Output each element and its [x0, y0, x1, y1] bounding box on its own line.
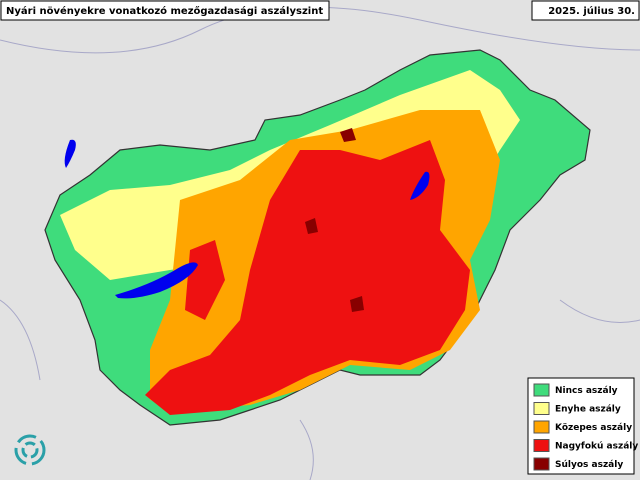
lake-tisza	[410, 171, 430, 200]
date-box	[531, 0, 640, 21]
severe-area-west	[185, 240, 225, 320]
legend-label: Enyhe aszály	[555, 405, 621, 415]
legend-swatch	[533, 402, 550, 415]
legend: Nincs aszály Enyhe aszály Közepes aszály Na…	[533, 383, 638, 471]
legend-swatch	[533, 439, 550, 452]
title-box	[0, 0, 330, 21]
lake-ferto	[64, 139, 76, 168]
legend-label: Közepes aszály	[555, 423, 632, 433]
map-date: 2025. július 30.	[548, 5, 635, 17]
legend-swatch	[533, 457, 550, 471]
severe-area	[145, 140, 470, 415]
legend-label: Nagyfokú aszály	[555, 442, 638, 452]
legend-label: Súlyos aszály	[555, 460, 623, 470]
map-title: Nyári növényekre vonatkozó mezőgazdasági…	[6, 5, 323, 17]
lake-balaton	[115, 262, 198, 299]
legend-swatch	[533, 383, 550, 397]
logo	[14, 434, 46, 466]
legend-swatch	[533, 420, 550, 434]
legend-label: Nincs aszály	[555, 386, 618, 396]
